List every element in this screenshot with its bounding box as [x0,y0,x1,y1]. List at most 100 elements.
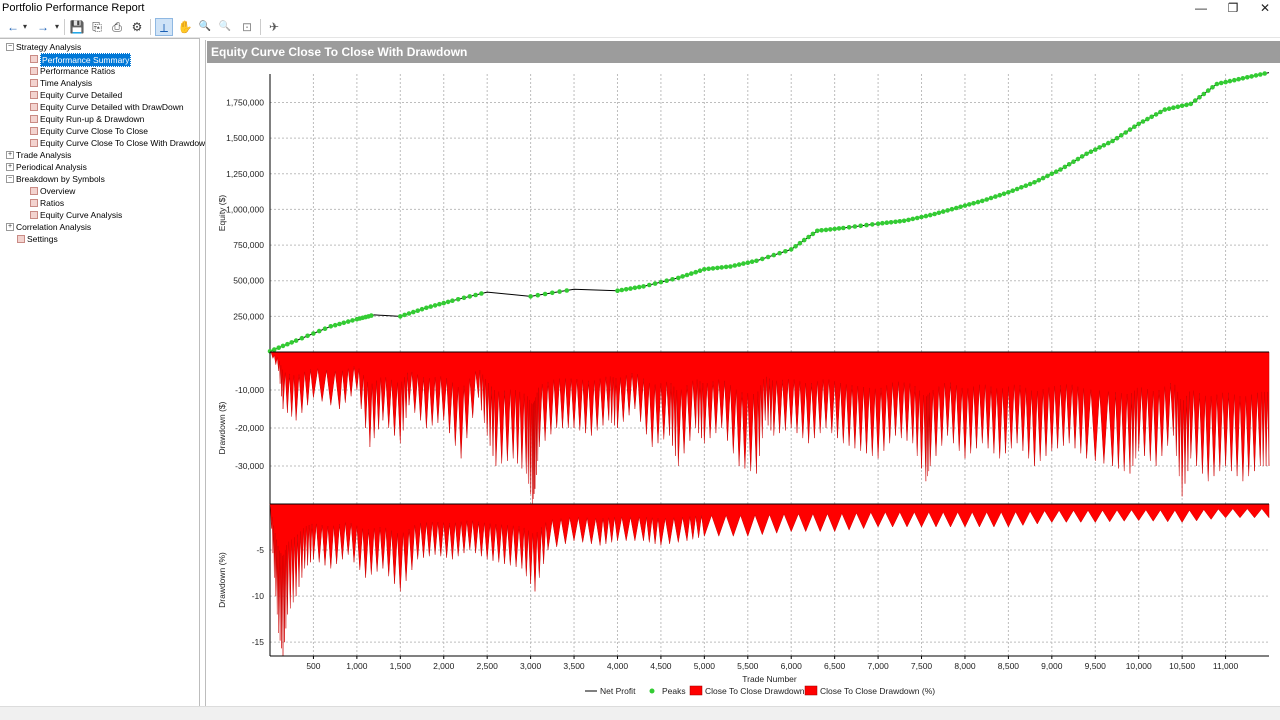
x-tick-label: 3,000 [520,661,542,671]
close-icon[interactable]: ✕ [1259,1,1271,15]
x-tick-label: 10,000 [1126,661,1152,671]
peak-point [398,314,403,319]
pan-hand-icon[interactable]: ✋ [177,20,193,34]
peak-point [841,225,846,231]
x-tick-label: 10,500 [1169,661,1195,671]
peak-point [432,303,438,308]
export-icon[interactable]: ✈ [268,20,280,34]
peak-point [1253,73,1259,78]
zoom-in-icon[interactable]: 🔍 [198,21,212,32]
y-tick-label: -30,000 [235,461,264,471]
x-tick-label: 500 [306,661,320,671]
cursor-tool-icon[interactable]: ⟂ [155,18,173,36]
peak-point [940,209,946,214]
peak-point [1188,101,1194,107]
peak-point [1053,169,1059,174]
peak-point [619,287,625,293]
peak-point [652,281,658,286]
print-icon[interactable]: ⎙ [112,20,122,34]
peak-point [1197,95,1202,100]
peak-point [801,237,807,243]
peak-point [741,261,746,266]
peak-point [897,219,903,224]
zoom-out-icon[interactable]: 🔍 [218,21,232,32]
y-tick-label: 250,000 [233,311,264,321]
peak-point [636,284,642,290]
table-icon [17,235,25,243]
peak-point [1179,103,1185,109]
tree-expander-icon[interactable]: + [6,223,14,231]
peak-point [719,265,724,270]
peak-point [369,313,374,318]
peak-point [528,294,533,299]
peak-point [345,319,351,324]
peak-point [771,252,777,258]
peak-point [945,208,950,213]
drawdown-pct-area [269,503,1270,657]
tree-item-label: Performance Ratios [40,66,116,76]
forward-menu-chevron-icon[interactable]: ▾ [54,22,59,31]
peak-point [967,202,972,207]
back-arrow-icon[interactable]: ← [7,20,19,34]
fit-to-view-icon[interactable]: ⊡ [241,20,253,34]
peak-point [311,331,316,336]
peak-point [1214,81,1220,87]
tree-expander-icon[interactable]: − [6,43,14,51]
peak-point [479,291,484,296]
tree-expander-icon[interactable]: − [6,175,14,183]
peak-point [615,288,620,293]
peak-point [415,308,420,313]
y-tick-label: 750,000 [233,240,264,250]
peak-point [542,291,548,297]
peak-point [1149,114,1154,120]
y-tick-label: 1,000,000 [226,204,264,214]
peak-point [1001,191,1007,197]
peak-point [919,214,924,220]
peak-point [424,305,429,311]
back-menu-chevron-icon[interactable]: ▾ [22,22,27,31]
forward-arrow-icon[interactable]: → [37,20,49,34]
peak-point [1162,107,1168,112]
restore-icon[interactable]: ❐ [1227,1,1239,15]
peak-point [441,300,446,306]
peak-point [467,294,473,299]
peak-point [1232,77,1237,83]
x-tick-label: 5,500 [737,661,759,671]
copy-icon[interactable]: ⎘ [92,20,102,34]
status-bar [0,706,1280,720]
peak-point [1132,124,1137,129]
peak-point [1019,185,1024,190]
peak-point [736,262,742,267]
peak-point [806,234,811,240]
peak-point [893,219,898,225]
peak-point [706,266,711,272]
minimize-icon[interactable]: — [1195,1,1207,15]
x-tick-label: 3,500 [563,661,585,671]
tree-expander-icon[interactable]: + [6,151,14,159]
tree-expander-icon[interactable]: + [6,163,14,171]
x-tick-label: 2,500 [477,661,499,671]
peak-point [852,224,858,229]
y-tick-label: 1,250,000 [226,169,264,179]
peak-point [828,227,833,232]
y-axis-label: Drawdown ($) [217,401,227,454]
settings-gear-icon[interactable]: ⚙ [131,20,143,34]
peak-point [293,338,299,343]
y-axis-label: Equity ($) [217,195,227,232]
peak-point [728,264,733,269]
peak-point [337,321,342,327]
peak-point [1210,85,1215,90]
peak-point [715,265,720,271]
window-title: Portfolio Performance Report [2,2,145,14]
window-titlebar: Portfolio Performance Report — ❐ ✕ [0,0,1280,16]
peak-point [1201,91,1207,97]
y-tick-label: -5 [256,545,264,555]
peak-point [684,272,690,278]
peak-point [815,228,820,234]
peak-point [901,218,907,224]
peak-point [1227,78,1233,84]
peak-point [676,275,681,281]
peak-point [299,335,305,341]
peak-point [1097,145,1102,150]
save-icon[interactable]: 💾 [69,20,85,34]
